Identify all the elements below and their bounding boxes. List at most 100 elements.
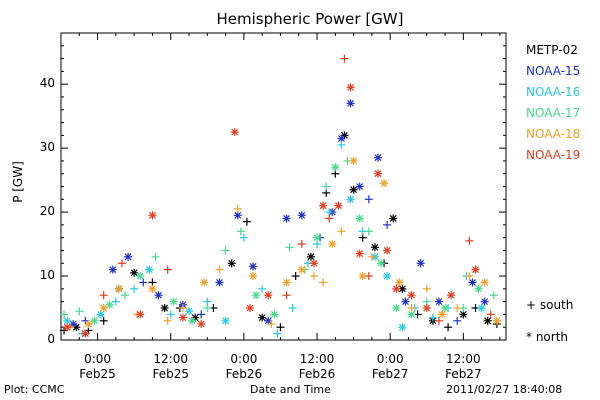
data-point	[337, 227, 346, 236]
data-point	[447, 291, 456, 300]
data-point	[453, 304, 462, 313]
data-marks	[60, 54, 501, 338]
data-point	[90, 316, 99, 325]
data-point	[282, 278, 291, 287]
data-point	[407, 304, 416, 313]
data-point	[249, 272, 258, 281]
x-tick-date-label: Feb26	[298, 367, 336, 381]
data-point	[328, 240, 337, 249]
data-point	[215, 265, 224, 274]
data-point	[148, 284, 157, 293]
data-point	[136, 310, 145, 319]
x-tick-date-label: Feb25	[79, 367, 116, 381]
data-point	[340, 54, 349, 63]
x-tick-date-label: Feb26	[225, 367, 263, 381]
data-point	[291, 272, 300, 281]
data-point	[276, 323, 285, 332]
data-point	[395, 278, 404, 287]
data-point	[383, 220, 392, 229]
legend-entry: NOAA-19	[526, 148, 581, 162]
data-point	[221, 246, 230, 255]
data-point	[480, 278, 489, 287]
data-point	[407, 291, 416, 300]
data-point	[148, 211, 157, 220]
x-tick-label: 0:00	[230, 352, 258, 366]
legend-entry: NOAA-16	[526, 85, 581, 99]
data-point	[121, 291, 130, 300]
data-point	[282, 291, 291, 300]
data-point	[230, 128, 239, 137]
data-point	[252, 291, 261, 300]
data-point	[331, 163, 340, 172]
data-point	[203, 304, 212, 313]
x-tick-date-label: Feb27	[371, 367, 409, 381]
data-point	[114, 284, 123, 293]
data-point	[63, 323, 72, 332]
data-point	[105, 300, 114, 309]
legend-entry: METP-02	[526, 43, 578, 57]
data-point	[178, 304, 187, 313]
symbol-legend-entry: + south	[526, 298, 574, 312]
data-point	[160, 304, 169, 313]
data-point	[145, 265, 154, 274]
data-point	[367, 252, 376, 261]
footer-source: Plot: CCMC	[4, 383, 65, 396]
data-point	[346, 83, 355, 92]
data-point	[239, 233, 248, 242]
data-point	[227, 259, 236, 268]
legend-entry: NOAA-17	[526, 106, 581, 120]
data-point	[486, 310, 495, 319]
data-point	[355, 182, 364, 191]
data-point	[459, 310, 468, 319]
data-point	[130, 268, 139, 277]
data-point	[233, 204, 242, 213]
x-axis-label: Date and Time	[250, 383, 331, 396]
data-point	[401, 297, 410, 306]
data-point	[319, 201, 328, 210]
data-point	[355, 214, 364, 223]
data-point	[309, 259, 318, 268]
data-point	[264, 291, 273, 300]
data-point	[392, 304, 401, 313]
data-point	[383, 272, 392, 281]
x-tick-label: 12:00	[153, 352, 189, 366]
data-point	[306, 252, 315, 261]
data-point	[285, 243, 294, 252]
data-point	[428, 313, 437, 322]
data-point	[383, 246, 392, 255]
data-point	[139, 278, 148, 287]
data-point	[489, 291, 498, 300]
chart-title: Hemispheric Power [GW]	[216, 10, 404, 28]
data-point	[313, 233, 322, 242]
data-point	[377, 259, 386, 268]
y-tick-label: 20	[39, 204, 55, 219]
data-point	[465, 272, 474, 281]
data-point	[215, 278, 224, 287]
data-point	[221, 316, 230, 325]
data-point	[477, 304, 486, 313]
y-tick-label: 30	[39, 140, 55, 155]
y-axis-label: P [GW]	[11, 161, 25, 203]
data-point	[60, 310, 69, 319]
y-tick-label: 40	[39, 76, 55, 91]
data-point	[163, 316, 172, 325]
data-point	[373, 153, 382, 162]
data-point	[185, 307, 194, 316]
x-tick-label: 12:00	[299, 352, 335, 366]
data-point	[437, 310, 446, 319]
data-point	[441, 304, 450, 313]
data-point	[346, 195, 355, 204]
data-point	[258, 313, 267, 322]
data-point	[364, 272, 373, 281]
data-point	[282, 214, 291, 223]
data-point	[416, 259, 425, 268]
data-point	[319, 278, 328, 287]
data-point	[75, 307, 84, 316]
data-point	[349, 185, 358, 194]
data-point	[197, 310, 206, 319]
x-tick-label: 0:00	[84, 352, 112, 366]
x-tick-date-label: Feb27	[445, 367, 482, 381]
data-point	[465, 236, 474, 245]
data-point	[373, 169, 382, 178]
data-point	[249, 262, 258, 271]
